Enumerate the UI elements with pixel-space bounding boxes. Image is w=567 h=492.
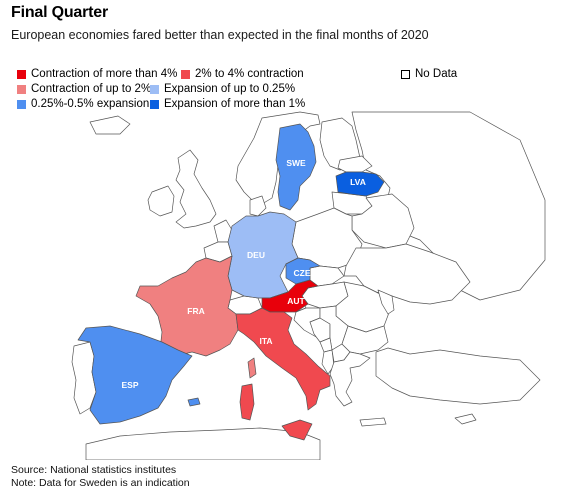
country-ita-sardinia [239,383,255,421]
country-north-africa [85,427,321,460]
country-belarus [351,193,415,249]
legend-label: Contraction of more than 4% [31,68,178,80]
country-labels: SWE LVA DEU CZE AUT FRA ITA ESP [121,158,365,390]
legend-label: 0.25%-0.5% expansion [31,98,150,110]
legend-swatch [17,99,26,109]
legend-label: Contraction of up to 2% [31,83,152,95]
legend-item-contraction-4: Contraction of more than 4% [17,68,177,80]
country-greece [329,351,371,407]
country-ireland [147,185,175,217]
legend-label: Expansion of up to 0.25% [164,83,296,95]
data-note: Note: Data for Sweden is an indication [11,477,190,489]
chart-title: Final Quarter [11,4,108,21]
legend-item-expansion-1: Expansion of more than 1% [150,98,305,110]
country-ita-sicily [281,419,313,441]
no-data-countries [71,111,546,460]
legend-swatch [181,69,190,79]
legend-label: Expansion of more than 1% [164,98,306,110]
country-fra [135,255,239,357]
label-cze: CZE [294,268,311,278]
data-countries [77,123,385,441]
legend-item-expansion-025: Expansion of up to 0.25% [150,83,295,95]
legend-swatch [150,99,159,109]
legend-swatch [401,69,410,79]
country-esp [77,325,193,425]
country-ita [235,307,331,411]
label-ita: ITA [259,336,272,346]
country-turkey [375,347,541,405]
label-aut: AUT [287,296,305,306]
country-moldova [377,289,395,315]
country-swe [275,123,317,211]
country-cyprus [454,413,477,425]
country-lva [335,171,385,197]
label-fra: FRA [187,306,204,316]
label-esp: ESP [121,380,138,390]
legend-label: 2% to 4% contraction [195,68,304,80]
country-ukraine [343,243,471,305]
country-iceland [89,115,131,135]
chart-subtitle: European economies fared better than exp… [11,28,429,42]
label-deu: DEU [247,250,265,260]
country-crete [359,417,387,427]
legend-label: No Data [415,68,458,80]
country-bulgaria [341,325,389,355]
country-esp-balearic [187,397,201,407]
label-lva: LVA [350,177,366,187]
label-swe: SWE [286,158,306,168]
legend-item-no-data: No Data [401,68,457,80]
legend-swatch [17,69,26,79]
country-denmark [249,195,267,217]
europe-map: SWE LVA DEU CZE AUT FRA ITA ESP [71,111,546,460]
source-note: Source: National statistics institutes [11,464,177,476]
country-fra-corsica [247,357,257,379]
legend-item-expansion-025-05: 0.25%-0.5% expansion [17,98,149,110]
country-uk [175,149,217,229]
country-cze [285,257,321,285]
legend-swatch [150,84,159,94]
legend-item-contraction-2-4: 2% to 4% contraction [181,68,304,80]
legend-item-contraction-2: Contraction of up to 2% [17,83,151,95]
legend-swatch [17,84,26,94]
